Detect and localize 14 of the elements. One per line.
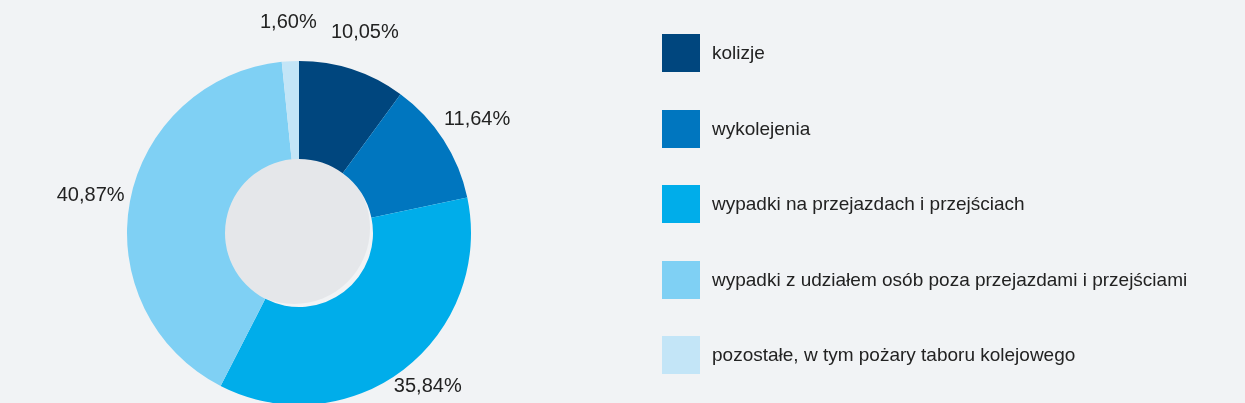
donut-slice <box>127 61 292 387</box>
legend-label: wykolejenia <box>712 117 811 140</box>
legend-label: wypadki z udziałem osób poza przejazdami i przejściami <box>712 268 1188 291</box>
data-label: 1,60% <box>259 10 317 33</box>
donut-slice <box>299 61 401 174</box>
data-label: 11,64% <box>443 106 511 129</box>
donut-slice <box>220 197 471 403</box>
data-label: 35,84% <box>393 374 462 396</box>
legend-label: wypadki na przejazdach i przejściach <box>712 193 1025 215</box>
donut-slice <box>281 61 299 160</box>
data-label: 10,05% <box>330 20 399 43</box>
legend-label: pozostałe, w tym pożary taboru kolejowego <box>712 344 1076 366</box>
data-label: 40,87% <box>56 182 125 205</box>
legend-label: kolizje <box>712 42 765 64</box>
